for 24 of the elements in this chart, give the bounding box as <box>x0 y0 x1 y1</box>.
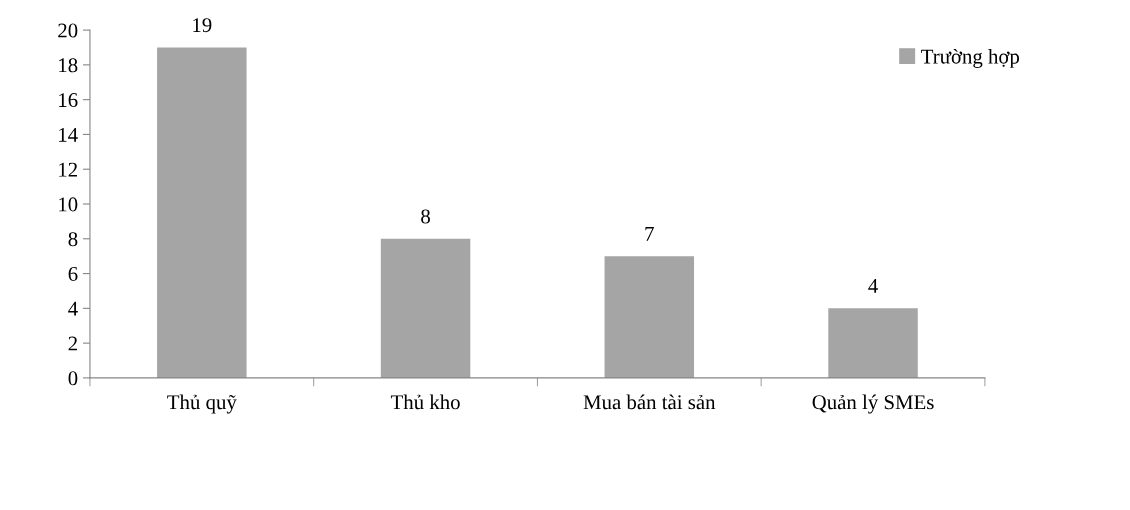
data-label: 4 <box>868 279 878 293</box>
y-tick-label: 14 <box>59 127 78 142</box>
x-tick-label: Quản lý SMEs <box>812 394 934 414</box>
x-tick-label: Thủ kho <box>390 394 460 410</box>
x-tick-label: Mua bán tài sản <box>583 394 716 410</box>
y-tick-label: 20 <box>58 23 78 38</box>
bar <box>604 256 695 378</box>
data-label: 19 <box>193 18 212 33</box>
y-tick-label: 8 <box>68 232 78 247</box>
data-label: 7 <box>645 226 654 241</box>
y-tick-label: 6 <box>68 267 78 281</box>
y-tick-label: 4 <box>68 301 78 316</box>
y-tick-label: 10 <box>59 197 78 212</box>
x-tick-label: Thủ quỹ <box>167 394 237 414</box>
legend-label: Trường hợp <box>921 48 1020 68</box>
y-tick-label: 16 <box>59 93 78 108</box>
bar <box>157 47 247 378</box>
y-tick-label: 12 <box>59 162 77 177</box>
data-label: 8 <box>421 209 430 224</box>
bar <box>828 308 918 378</box>
y-tick-label: 18 <box>59 58 78 73</box>
y-tick-label: 2 <box>68 336 77 351</box>
bar <box>380 238 471 378</box>
y-tick-label: 0 <box>68 371 78 386</box>
